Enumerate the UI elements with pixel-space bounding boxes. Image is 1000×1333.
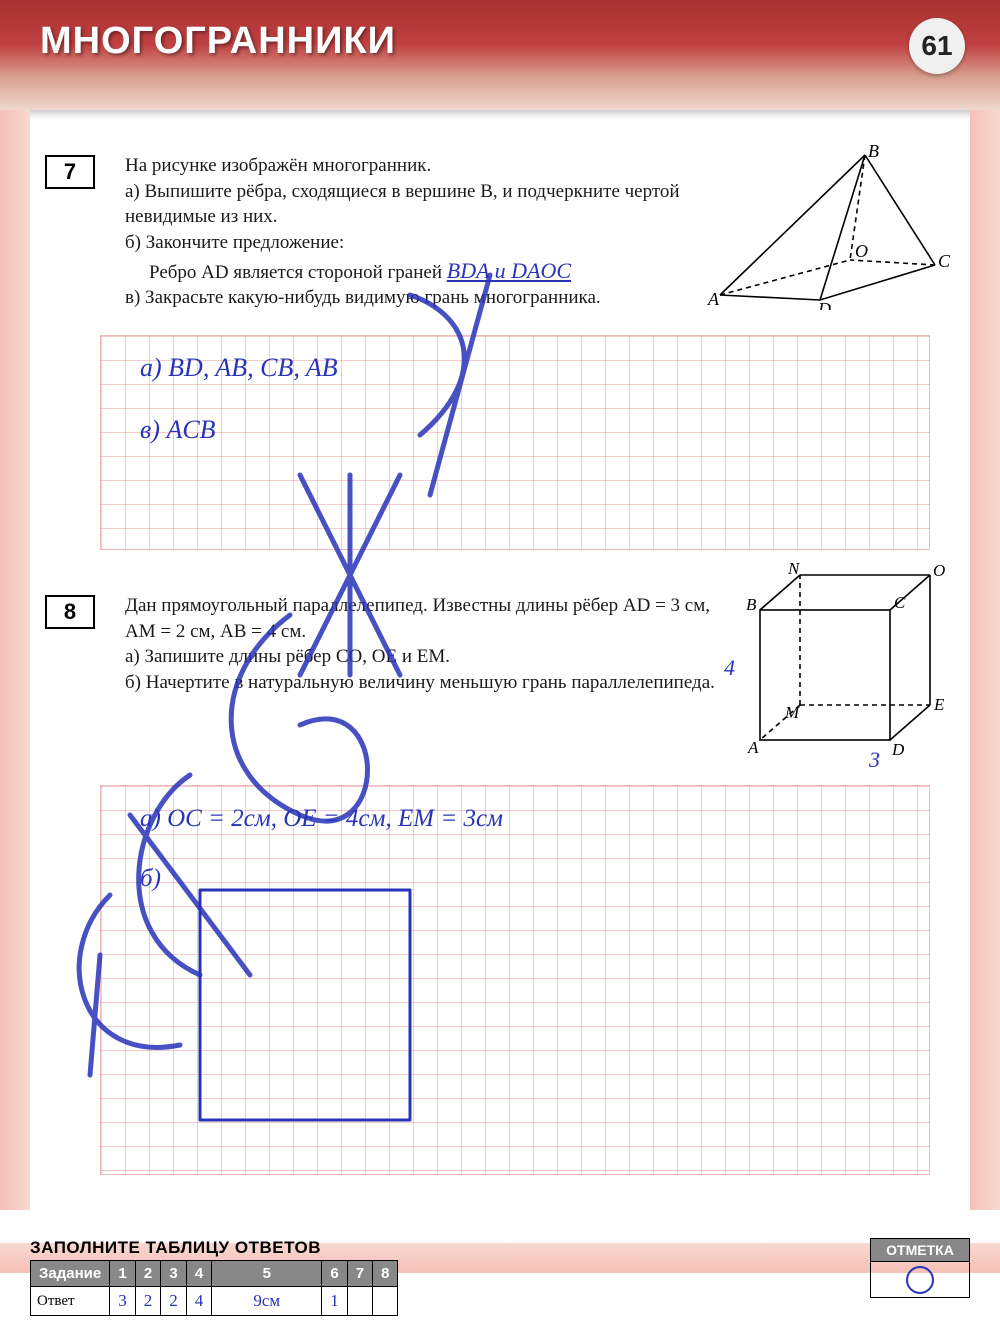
- col-5: 5: [212, 1261, 322, 1287]
- ans-2: 2: [135, 1287, 161, 1316]
- task-8-text: Дан прямоугольный параллелепипед. Извест…: [125, 593, 715, 696]
- lbl-A: A: [707, 289, 720, 309]
- mark-cell: [870, 1262, 970, 1298]
- ans-8: [373, 1287, 398, 1316]
- answer-header-label: Задание: [31, 1261, 110, 1287]
- mark-box: ОТМЕТКА: [870, 1238, 970, 1298]
- lbl8-D: D: [891, 740, 905, 759]
- lbl-O: O: [855, 241, 868, 261]
- ans-5: 9см: [212, 1287, 322, 1316]
- task-7-diagram: A B C D O: [700, 145, 950, 310]
- border-left: [0, 110, 30, 1210]
- task-8-diagram: A B C D E M N O: [730, 560, 950, 760]
- lbl8-C: C: [894, 593, 906, 612]
- lbl8-A: A: [747, 738, 759, 757]
- col-6: 6: [322, 1261, 348, 1287]
- answer-row-label: Ответ: [31, 1287, 110, 1316]
- task-8-hand-4: 4: [724, 655, 735, 681]
- workbook-page: МНОГОГРАННИКИ 61 7 На рисунке изображён …: [0, 0, 1000, 1333]
- lbl8-O: O: [933, 561, 945, 580]
- task-8-hand-b: б): [140, 865, 161, 893]
- task-7-label: 7: [45, 155, 95, 189]
- page-number: 61: [909, 18, 965, 74]
- task-8-label: 8: [45, 595, 95, 629]
- header-band: МНОГОГРАННИКИ 61: [0, 0, 1000, 110]
- task-8-a: а) Запишите длины рёбер CO, OE и EM.: [125, 646, 450, 667]
- task-7-b-line: Ребро AD является стороной граней: [149, 262, 442, 283]
- lbl8-M: M: [784, 703, 800, 722]
- chapter-title: МНОГОГРАННИКИ: [40, 20, 396, 63]
- task-7-a: а) Выпишите рёбра, сходящиеся в вершине …: [125, 181, 680, 228]
- task-8-hand-a: а) OC = 2см, OE = 4см, EM = 3см: [140, 805, 503, 833]
- answer-caption: ЗАПОЛНИТЕ ТАБЛИЦУ ОТВЕТОВ: [30, 1238, 398, 1260]
- ans-3: 2: [161, 1287, 187, 1316]
- lbl8-B: B: [746, 595, 757, 614]
- lbl8-N: N: [787, 560, 801, 578]
- lbl-B: B: [868, 145, 879, 161]
- task-7-text: На рисунке изображён многогранник. а) Вы…: [125, 153, 685, 311]
- task-8-grid: [100, 785, 930, 1175]
- mark-label: ОТМЕТКА: [870, 1238, 970, 1262]
- footer: ЗАПОЛНИТЕ ТАБЛИЦУ ОТВЕТОВ Задание 1 2 3 …: [30, 1238, 970, 1308]
- task-7-hand-a: а) BD, AB, CB, AB: [140, 353, 338, 383]
- col-8: 8: [373, 1261, 398, 1287]
- col-3: 3: [161, 1261, 187, 1287]
- answer-table: ЗАПОЛНИТЕ ТАБЛИЦУ ОТВЕТОВ Задание 1 2 3 …: [30, 1238, 398, 1316]
- task-7-b-hand: BDA и DAOC: [447, 258, 571, 283]
- col-7: 7: [347, 1261, 372, 1287]
- task-7-hand-b: в) ACB: [140, 415, 216, 445]
- task-7-intro: На рисунке изображён многогранник.: [125, 155, 431, 176]
- task-7-b: б) Закончите предложение:: [125, 232, 344, 253]
- task-8-b: б) Начертите в натуральную величину мень…: [125, 672, 715, 693]
- ans-7: [347, 1287, 372, 1316]
- task-8-hand-3: 3: [869, 747, 880, 773]
- ans-4: 4: [186, 1287, 212, 1316]
- task-8-intro: Дан прямоугольный параллелепипед. Извест…: [125, 595, 710, 642]
- col-4: 4: [186, 1261, 212, 1287]
- border-right: [970, 110, 1000, 1210]
- col-1: 1: [110, 1261, 136, 1287]
- lbl8-E: E: [933, 695, 945, 714]
- ans-6: 1: [322, 1287, 348, 1316]
- task-7-c: в) Закрасьте какую-нибудь видимую грань …: [125, 287, 601, 308]
- lbl-D: D: [817, 299, 831, 310]
- content-area: 7 На рисунке изображён многогранник. а) …: [30, 125, 970, 1243]
- mark-circle: [906, 1266, 934, 1294]
- lbl-C: C: [938, 251, 950, 271]
- ans-1: 3: [110, 1287, 136, 1316]
- col-2: 2: [135, 1261, 161, 1287]
